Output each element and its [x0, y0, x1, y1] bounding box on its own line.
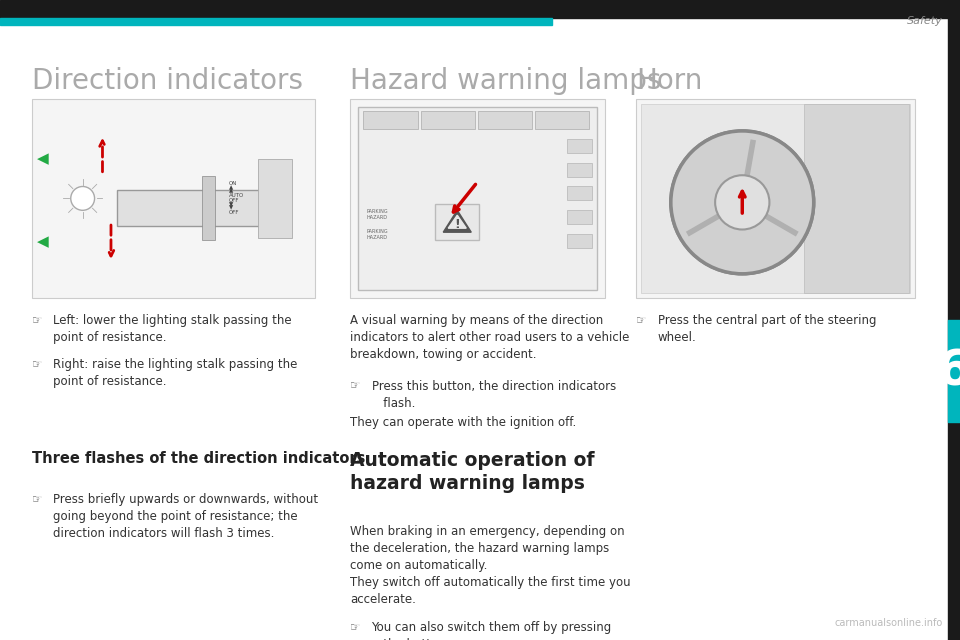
Bar: [566, 210, 591, 224]
Text: PARKING
HAZARD: PARKING HAZARD: [367, 209, 388, 220]
Text: ☞: ☞: [636, 314, 647, 326]
Text: !: !: [454, 218, 460, 230]
Bar: [32, 99, 315, 298]
Text: Press this button, the direction indicators
   flash.: Press this button, the direction indicat…: [372, 380, 615, 410]
Text: AUTO: AUTO: [228, 193, 244, 198]
Text: Horn: Horn: [636, 67, 703, 95]
Text: ☞: ☞: [350, 621, 361, 634]
Text: Safety: Safety: [907, 17, 943, 26]
Bar: [636, 99, 915, 298]
Circle shape: [671, 131, 814, 274]
Bar: [566, 163, 591, 177]
Text: Three flashes of the direction indicators: Three flashes of the direction indicator…: [32, 451, 365, 466]
Bar: [566, 139, 591, 153]
Text: Press the central part of the steering
wheel.: Press the central part of the steering w…: [658, 314, 876, 344]
Text: They can operate with the ignition off.: They can operate with the ignition off.: [350, 416, 577, 429]
Text: ☞: ☞: [32, 358, 42, 371]
Bar: [420, 111, 475, 129]
Text: Left: lower the lighting stalk passing the
point of resistance.: Left: lower the lighting stalk passing t…: [53, 314, 292, 344]
Circle shape: [71, 186, 94, 211]
Text: ▼: ▼: [228, 202, 233, 207]
Text: ☞: ☞: [32, 314, 42, 326]
Circle shape: [715, 175, 769, 230]
Bar: [566, 186, 591, 200]
Text: When braking in an emergency, depending on
the deceleration, the hazard warning : When braking in an emergency, depending …: [350, 525, 631, 606]
Bar: [435, 204, 479, 240]
Text: A visual warning by means of the direction
indicators to alert other road users : A visual warning by means of the directi…: [350, 314, 630, 360]
Bar: [641, 104, 910, 292]
Text: You can also switch them off by pressing
   the button.: You can also switch them off by pressing…: [372, 621, 612, 640]
Text: ON: ON: [228, 181, 237, 186]
Bar: [364, 111, 418, 129]
Text: Automatic operation of
hazard warning lamps: Automatic operation of hazard warning la…: [350, 451, 595, 493]
Bar: [948, 0, 960, 640]
Bar: [948, 320, 960, 422]
Bar: [350, 99, 605, 298]
Text: ▲: ▲: [228, 188, 233, 193]
Text: Direction indicators: Direction indicators: [32, 67, 302, 95]
Bar: [535, 111, 589, 129]
Text: Hazard warning lamps: Hazard warning lamps: [350, 67, 661, 95]
Bar: [358, 107, 597, 289]
Bar: [258, 159, 292, 238]
Text: 6: 6: [937, 347, 960, 395]
Text: Press briefly upwards or downwards, without
going beyond the point of resistance: Press briefly upwards or downwards, with…: [53, 493, 318, 540]
Bar: [116, 191, 273, 226]
Text: OFF: OFF: [228, 210, 239, 215]
Bar: [203, 176, 215, 241]
Polygon shape: [448, 215, 467, 228]
Text: ☞: ☞: [350, 380, 361, 392]
Bar: [804, 104, 909, 292]
Text: carmanualsonline.info: carmanualsonline.info: [834, 618, 943, 628]
Text: PARKING
HAZARD: PARKING HAZARD: [367, 228, 388, 239]
Text: ▲: ▲: [228, 185, 233, 190]
Polygon shape: [444, 210, 471, 232]
Bar: [0, 0, 960, 18]
Text: Right: raise the lighting stalk passing the
point of resistance.: Right: raise the lighting stalk passing …: [53, 358, 298, 388]
Text: ◀: ◀: [36, 234, 48, 250]
Text: ☞: ☞: [32, 493, 42, 506]
Text: OFF: OFF: [228, 198, 239, 203]
Bar: [0, 18, 552, 25]
Text: ▼: ▼: [228, 205, 233, 211]
Bar: [477, 111, 532, 129]
Text: ◀: ◀: [36, 151, 48, 166]
Bar: [566, 234, 591, 248]
